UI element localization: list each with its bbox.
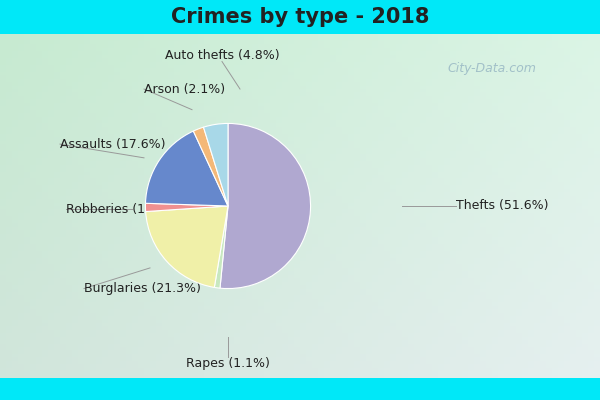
Text: Arson (2.1%): Arson (2.1%) <box>144 82 225 96</box>
Wedge shape <box>214 206 228 288</box>
Text: Thefts (51.6%): Thefts (51.6%) <box>456 200 548 212</box>
Wedge shape <box>193 127 228 206</box>
Text: Rapes (1.1%): Rapes (1.1%) <box>186 357 270 370</box>
Wedge shape <box>203 124 228 206</box>
Wedge shape <box>145 203 228 212</box>
Text: Robberies (1.6%): Robberies (1.6%) <box>66 203 174 216</box>
Text: Crimes by type - 2018: Crimes by type - 2018 <box>171 7 429 27</box>
Text: City-Data.com: City-Data.com <box>448 62 536 75</box>
Wedge shape <box>146 206 228 288</box>
Wedge shape <box>220 124 311 288</box>
Wedge shape <box>145 131 228 206</box>
Text: Burglaries (21.3%): Burglaries (21.3%) <box>84 282 201 295</box>
Text: Assaults (17.6%): Assaults (17.6%) <box>60 138 166 150</box>
Text: Auto thefts (4.8%): Auto thefts (4.8%) <box>164 48 280 62</box>
